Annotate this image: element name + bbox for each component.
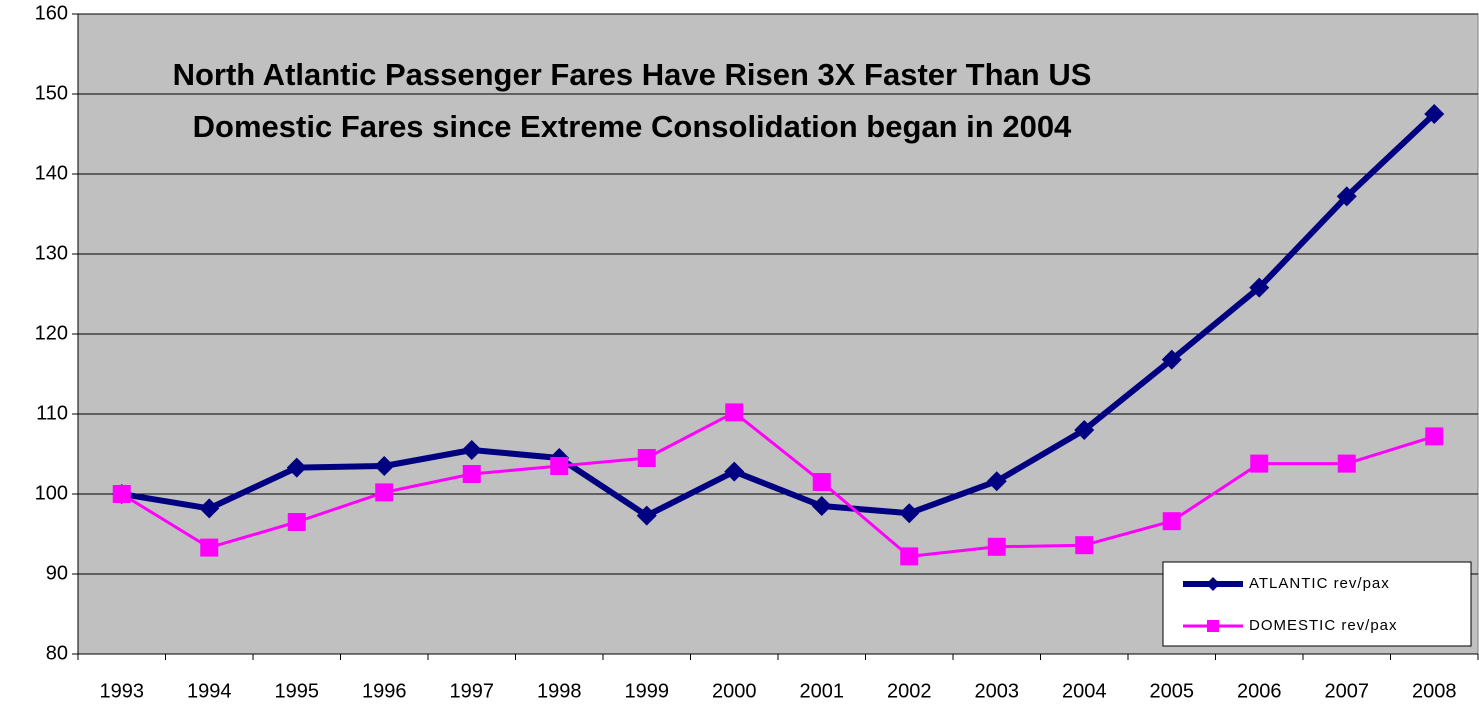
marker	[550, 457, 569, 475]
marker	[1425, 427, 1444, 446]
grid	[72, 13, 1479, 660]
marker	[899, 503, 920, 524]
marker	[811, 496, 832, 516]
x-tick-label: 2004	[1062, 680, 1107, 702]
marker	[1250, 454, 1269, 473]
marker	[1161, 349, 1182, 370]
marker	[462, 465, 481, 483]
x-tick-label: 2001	[800, 680, 845, 702]
x-tick-label: 2002	[887, 680, 932, 702]
x-tick-label: 2006	[1237, 680, 1282, 702]
chart-title: Domestic Fares since Extreme Consolidati…	[193, 109, 1072, 144]
marker	[986, 471, 1007, 492]
marker	[900, 547, 919, 566]
marker	[1074, 420, 1095, 440]
marker	[461, 440, 482, 460]
legend-label: DOMESTIC rev/pax	[1249, 617, 1398, 634]
marker	[375, 483, 394, 502]
legend: ATLANTIC rev/pax DOMESTIC rev/pax	[1162, 561, 1472, 647]
marker	[1075, 536, 1094, 555]
marker	[374, 456, 395, 476]
marker	[112, 485, 131, 503]
x-tick-label: 2008	[1412, 680, 1457, 702]
x-tick-label: 2005	[1150, 680, 1195, 702]
y-tick-label: 80	[46, 642, 68, 664]
y-tick-label: 140	[35, 162, 68, 184]
marker	[1249, 277, 1270, 298]
chart-title: North Atlantic Passenger Fares Have Rise…	[173, 57, 1092, 92]
marker	[1337, 454, 1356, 473]
x-tick-label: 1995	[275, 680, 320, 702]
x-tick-label: 2003	[975, 680, 1020, 702]
x-tick-label: 1999	[625, 680, 670, 702]
legend-marker	[1206, 577, 1220, 591]
marker	[812, 473, 831, 491]
marker	[199, 498, 220, 519]
marker	[1162, 512, 1181, 531]
marker	[200, 538, 219, 557]
x-tick-label: 1998	[537, 680, 582, 702]
x-tick-label: 1993	[100, 680, 145, 702]
x-tick-label: 1996	[362, 680, 407, 702]
legend-marker	[1207, 620, 1219, 632]
marker	[286, 457, 307, 478]
legend-label: ATLANTIC rev/pax	[1249, 575, 1390, 592]
marker	[1336, 186, 1357, 207]
marker	[1424, 104, 1445, 124]
y-tick-label: 130	[35, 242, 68, 264]
marker	[636, 505, 657, 526]
x-tick-label: 1997	[450, 680, 495, 702]
marker	[725, 403, 744, 422]
marker	[724, 461, 745, 482]
series-line	[120, 410, 1435, 558]
marker	[987, 537, 1006, 556]
series-layer	[111, 104, 1445, 566]
y-tick-label: 90	[46, 562, 68, 584]
x-tick-label: 1994	[187, 680, 232, 702]
y-tick-label: 160	[35, 2, 68, 24]
x-tick-label: 2000	[712, 680, 757, 702]
series-line	[121, 111, 1437, 519]
y-tick-label: 100	[35, 482, 68, 504]
y-tick-label: 120	[35, 322, 68, 344]
x-tick-label: 2007	[1325, 680, 1370, 702]
marker	[287, 513, 306, 531]
marker	[637, 449, 656, 467]
y-tick-label: 110	[36, 402, 68, 424]
y-tick-label: 150	[35, 82, 68, 104]
